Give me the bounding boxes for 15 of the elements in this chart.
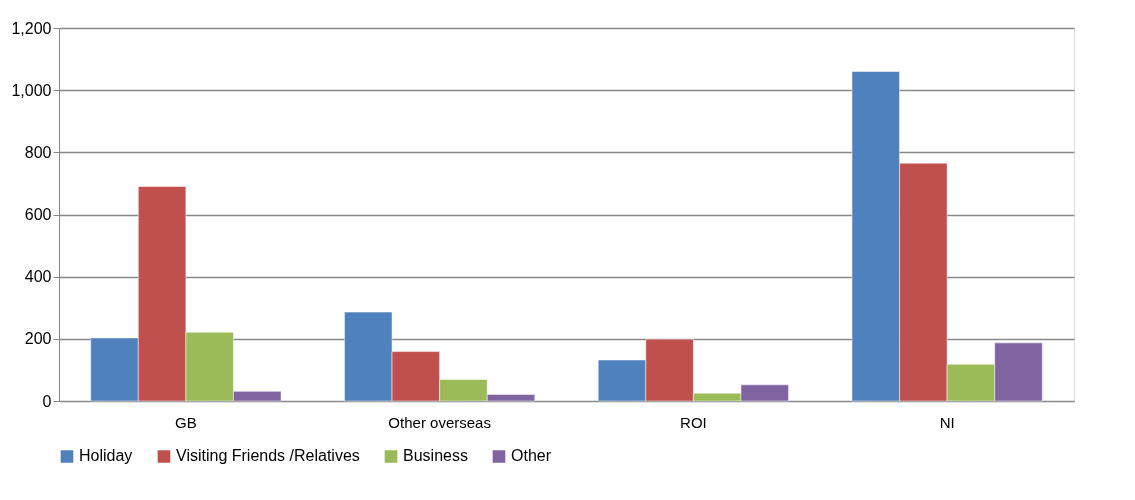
y-tick-label: 1,000 <box>11 81 52 99</box>
y-tick-label: 400 <box>24 268 52 286</box>
y-tick-label: 0 <box>42 392 52 410</box>
x-tick-label: Other overseas <box>388 413 491 431</box>
legend-label: Visiting Friends /Relatives <box>176 447 360 465</box>
x-tick-label: NI <box>939 413 955 431</box>
y-tick-label: 600 <box>24 206 52 223</box>
y-tick-label: 1,200 <box>11 19 52 37</box>
y-tick-label: 800 <box>24 143 52 161</box>
y-tick-label: 200 <box>24 330 52 348</box>
x-tick-label: ROI <box>680 413 707 431</box>
x-tick-label: GB <box>175 413 197 431</box>
legend-label: Holiday <box>79 447 133 465</box>
legend-label: Business <box>403 447 468 465</box>
legend-label: Other <box>511 447 552 465</box>
